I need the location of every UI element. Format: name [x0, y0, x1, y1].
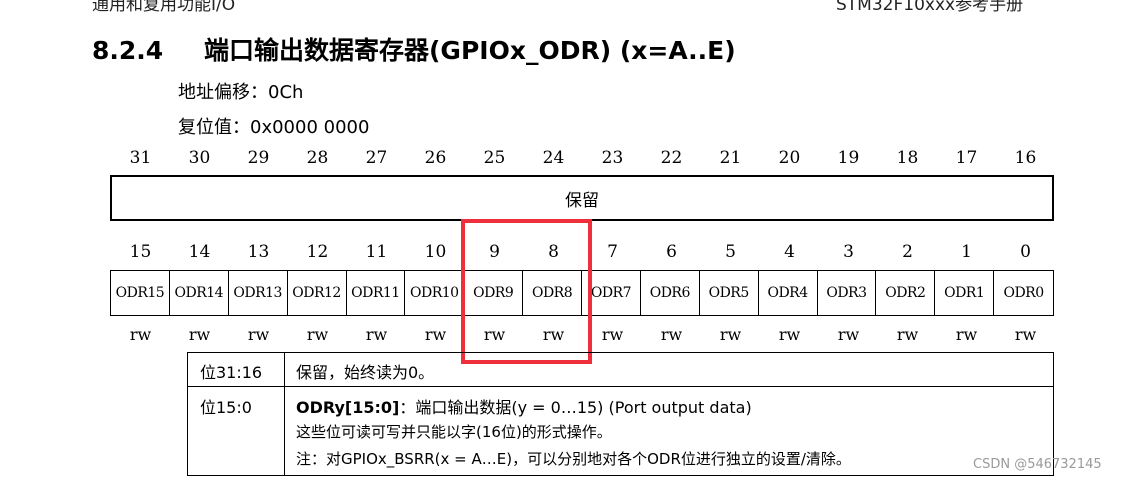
bit-number: 6 — [666, 242, 677, 262]
access-type: rw — [660, 325, 683, 344]
odr-field-cell: ODR10 — [405, 271, 465, 315]
odr-field-cell: ODR7 — [582, 271, 641, 315]
odr-field-description: ODRy[15:0]：端口输出数据(y = 0…15) (Port output… — [296, 394, 752, 418]
reserved-field: 保留 — [110, 175, 1054, 221]
bit-number: 14 — [188, 242, 211, 262]
bit-number: 18 — [896, 148, 919, 168]
bit-number: 23 — [601, 148, 624, 168]
upper-bit-numbers: 31 30 29 28 27 26 25 24 23 22 21 20 19 1… — [111, 148, 1055, 168]
description-note: 注：对GPIOx_BSRR(x = A…E)，可以分别地对各个ODR位进行独立的… — [296, 450, 851, 468]
bit-number: 26 — [424, 148, 447, 168]
access-type: rw — [601, 325, 624, 344]
bit-number: 8 — [548, 242, 559, 262]
bit-number: 1 — [961, 242, 972, 262]
odr-field-row: ODR15 ODR14 ODR13 ODR12 ODR11 ODR10 ODR9… — [110, 270, 1054, 316]
bit-number: 2 — [902, 242, 913, 262]
section-number: 8.2.4 — [92, 36, 164, 65]
access-type: rw — [542, 325, 565, 344]
odr-field-cell: ODR0 — [1003, 285, 1044, 301]
odr-field-cell: ODR8 — [523, 271, 582, 315]
odr-field-cell: ODR6 — [641, 271, 700, 315]
access-type: rw — [837, 325, 860, 344]
access-type: rw — [129, 325, 152, 344]
bit-number: 15 — [129, 242, 152, 262]
bit-number: 3 — [843, 242, 854, 262]
bit-number: 9 — [489, 242, 500, 262]
access-type: rw — [896, 325, 919, 344]
description-row-reserved: 位31:16 保留，始终读为0。 — [188, 353, 1053, 387]
bit-number: 11 — [365, 242, 388, 262]
bit-number: 5 — [725, 242, 736, 262]
access-type: rw — [424, 325, 447, 344]
access-type: rw — [955, 325, 978, 344]
page-header-left: 通用和复用功能I/O — [92, 0, 236, 15]
odr-field-cell: ODR14 — [170, 271, 229, 315]
odr-field-cell: ODR2 — [876, 271, 936, 315]
access-type: rw — [719, 325, 742, 344]
bit-number: 13 — [247, 242, 270, 262]
access-row: rw rw rw rw rw rw rw rw rw rw rw rw rw r… — [111, 325, 1055, 344]
access-type: rw — [483, 325, 506, 344]
bit-number: 31 — [129, 148, 152, 168]
bit-number: 16 — [1014, 148, 1037, 168]
bit-number: 30 — [188, 148, 211, 168]
bit-number: 17 — [955, 148, 978, 168]
access-type: rw — [778, 325, 801, 344]
page-header-right: STM32F10xxx参考手册 — [836, 0, 1024, 15]
bit-number: 28 — [306, 148, 329, 168]
bit-description-table: 位31:16 保留，始终读为0。 位15:0 ODRy[15:0]：端口输出数据… — [187, 352, 1054, 476]
watermark: CSDN @546732145 — [973, 457, 1102, 472]
address-offset: 地址偏移：0Ch — [178, 82, 304, 103]
bit-number: 29 — [247, 148, 270, 168]
bit-number: 21 — [719, 148, 742, 168]
bit-number: 0 — [1020, 242, 1031, 262]
bit-range-label: 位31:16 — [200, 363, 263, 382]
bit-number: 10 — [424, 242, 447, 262]
field-desc: ：端口输出数据(y = 0…15) (Port output data) — [399, 398, 752, 417]
odr-field-cell: ODR11 — [347, 271, 406, 315]
section-heading: 8.2.4 端口输出数据寄存器(GPIOx_ODR) (x=A..E) — [92, 31, 736, 67]
bit-number: 19 — [837, 148, 860, 168]
access-type: rw — [306, 325, 329, 344]
bit-number: 20 — [778, 148, 801, 168]
bit-number: 4 — [784, 242, 795, 262]
odr-field-cell: ODR15 — [111, 271, 170, 315]
bit-number: 27 — [365, 148, 388, 168]
bit-range-label: 位15:0 — [200, 398, 252, 417]
lower-bit-numbers: 15 14 13 12 11 10 9 8 7 6 5 4 3 2 1 0 — [111, 242, 1055, 262]
access-type: rw — [365, 325, 388, 344]
odr-field-cell: ODR4 — [759, 271, 818, 315]
bit-number: 24 — [542, 148, 565, 168]
section-title: 端口输出数据寄存器(GPIOx_ODR) (x=A..E) — [204, 36, 736, 65]
description-line: 这些位可读可写并只能以字(16位)的形式操作。 — [296, 423, 612, 441]
odr-field-cell: ODR12 — [288, 271, 347, 315]
odr-field-cell: ODR1 — [935, 271, 995, 315]
odr-field-cell: ODR5 — [700, 271, 759, 315]
reset-value: 复位值：0x0000 0000 — [178, 117, 370, 138]
bit-number: 12 — [306, 242, 329, 262]
odr-field-cell: ODR9 — [464, 271, 524, 315]
access-type: rw — [247, 325, 270, 344]
field-name: ODRy[15:0] — [296, 398, 400, 417]
column-divider — [284, 353, 285, 475]
odr-field-cell: ODR13 — [229, 271, 288, 315]
bit-number: 25 — [483, 148, 506, 168]
bit-number: 22 — [660, 148, 683, 168]
access-type: rw — [1014, 325, 1037, 344]
access-type: rw — [188, 325, 211, 344]
bit-number: 7 — [607, 242, 618, 262]
odr-field-cell: ODR3 — [818, 271, 877, 315]
bit-description-text: 保留，始终读为0。 — [296, 363, 435, 382]
reserved-label: 保留 — [565, 190, 599, 211]
